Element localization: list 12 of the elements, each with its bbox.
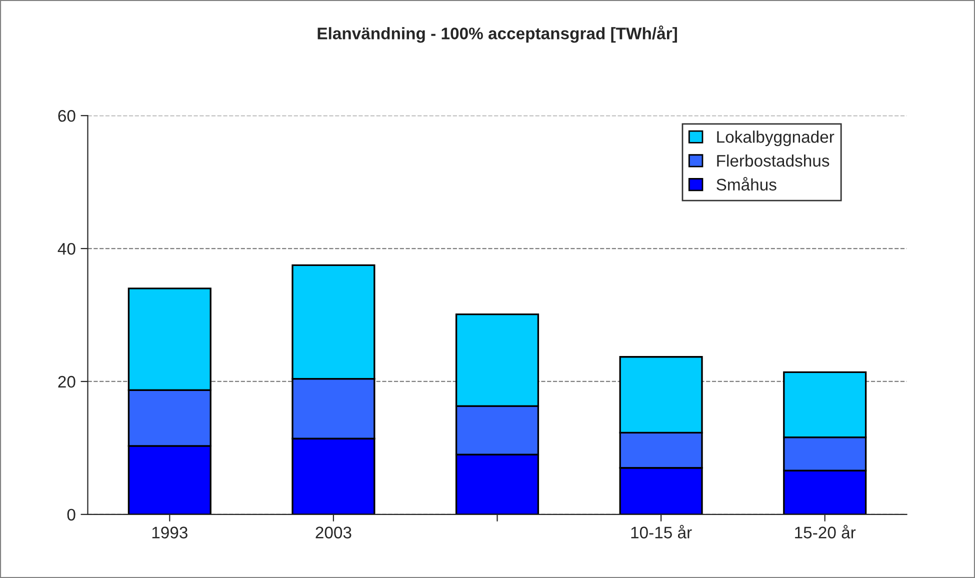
legend-label: Flerbostadshus [717,154,830,167]
y-tick-label: 20 [58,376,76,388]
legend-label: Lokalbyggnader [717,130,834,146]
x-tick-label: 1993 [152,526,188,538]
x-tick-label: 10-15 år [631,524,692,538]
x-tick-label: 2003 [316,526,352,538]
y-tick-label: 40 [58,242,76,255]
legend-label: Småhus [716,176,776,191]
y-tick-label: 60 [58,110,76,122]
x-tick-label: 15-20 år [795,524,856,538]
chart-title: Elanvändning - 100% acceptansgrad [TWh/år] [318,26,677,43]
y-tick-label: 0 [67,508,76,521]
